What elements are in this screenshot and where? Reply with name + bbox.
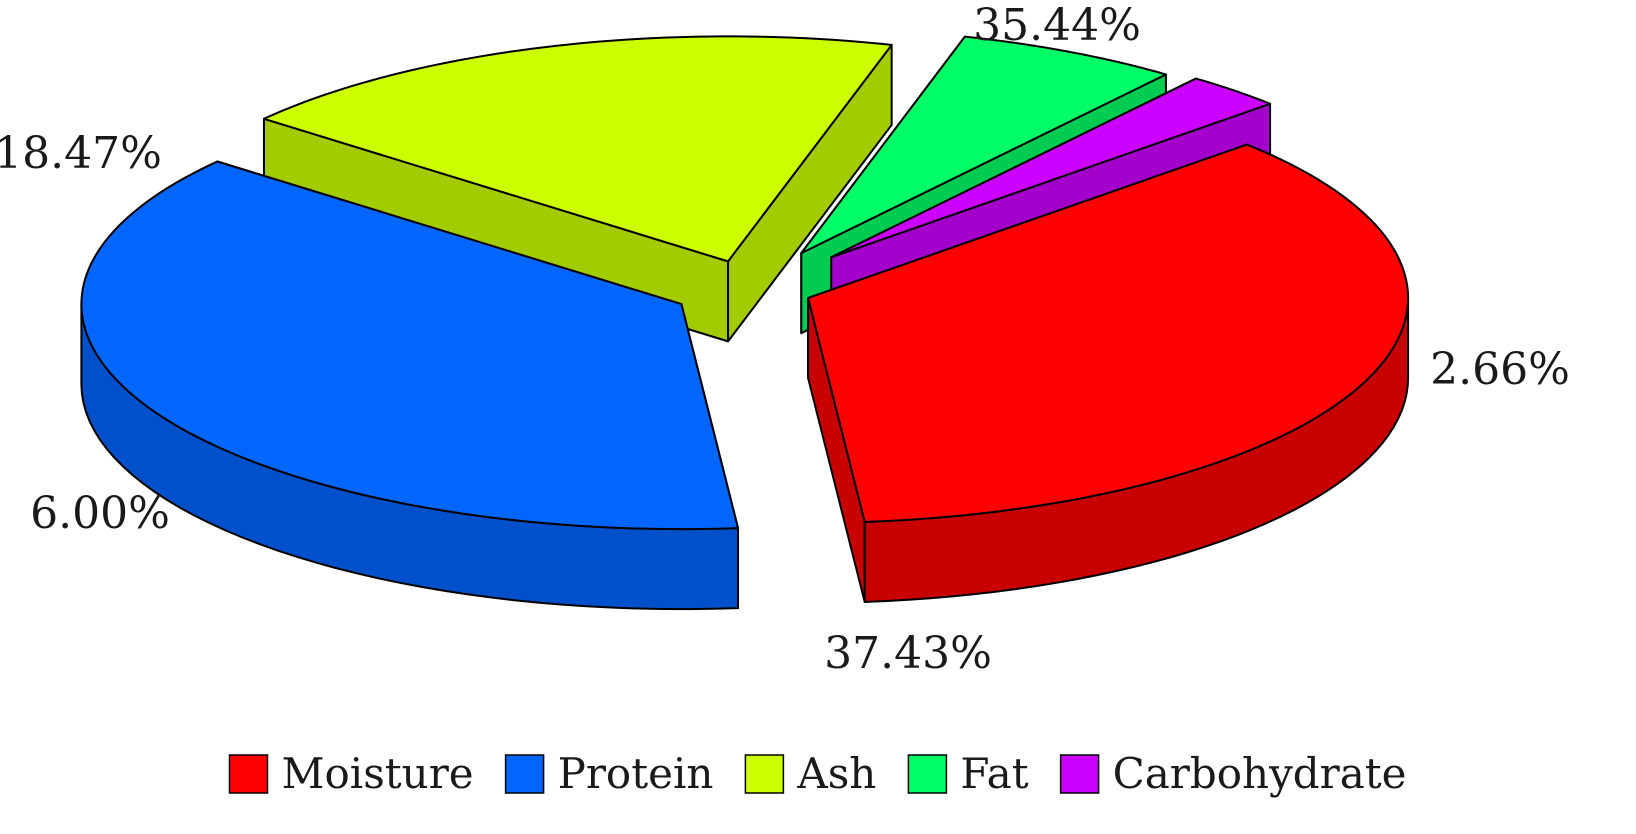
slice-protein-top [80, 160, 740, 531]
legend-item-carbohydrate: Carbohydrate [1059, 749, 1407, 798]
legend-label-moisture: Moisture [282, 749, 474, 798]
slice-ash-top [262, 35, 893, 263]
slice-labels: 35.44% 37.43% 18.47% 6.00% 2.66% [0, 0, 1570, 679]
legend-item-moisture: Moisture [228, 749, 474, 798]
legend-item-ash: Ash [744, 749, 876, 798]
slice-protein [80, 160, 740, 611]
legend-label-carbohydrate: Carbohydrate [1113, 749, 1407, 798]
legend-label-protein: Protein [558, 749, 714, 798]
slice-carbohydrate-top [830, 77, 1272, 259]
legend-swatch-protein [504, 754, 545, 794]
slice-moisture [807, 143, 1410, 603]
legend-swatch-fat [907, 754, 948, 794]
legend-swatch-moisture [228, 754, 269, 794]
legend-item-protein: Protein [504, 749, 714, 798]
legend-label-fat: Fat [960, 749, 1028, 798]
pie-slices [80, 35, 1410, 611]
data-label-ash: 18.47% [0, 128, 162, 179]
slice-fat-top [800, 35, 1167, 255]
data-label-fat: 6.00% [30, 488, 170, 539]
data-label-carbohydrate: 2.66% [1430, 344, 1570, 395]
data-label-moisture: 35.44% [973, 0, 1141, 51]
legend: Moisture Protein Ash Fat Carbohydrate [228, 749, 1407, 798]
legend-label-ash: Ash [796, 749, 876, 798]
legend-swatch-carbohydrate [1059, 754, 1100, 794]
data-label-protein: 37.43% [824, 628, 992, 679]
legend-swatch-ash [744, 754, 785, 794]
legend-item-fat: Fat [907, 749, 1029, 798]
slice-moisture-top [807, 143, 1410, 523]
